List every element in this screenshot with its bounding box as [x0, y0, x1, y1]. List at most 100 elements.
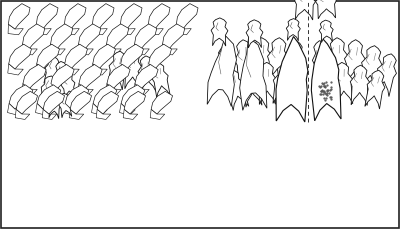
Polygon shape	[124, 51, 142, 89]
Polygon shape	[151, 91, 172, 114]
Polygon shape	[106, 84, 121, 95]
Polygon shape	[328, 38, 348, 84]
Polygon shape	[241, 65, 262, 107]
Polygon shape	[257, 62, 277, 104]
Polygon shape	[240, 38, 267, 110]
Polygon shape	[252, 38, 272, 84]
Polygon shape	[9, 44, 32, 69]
Polygon shape	[312, 41, 334, 85]
Polygon shape	[176, 4, 198, 29]
Polygon shape	[218, 46, 242, 91]
Polygon shape	[96, 109, 111, 120]
Polygon shape	[69, 109, 84, 120]
Polygon shape	[162, 44, 177, 55]
Polygon shape	[97, 91, 118, 114]
Polygon shape	[50, 84, 65, 95]
Polygon shape	[53, 81, 67, 111]
Polygon shape	[37, 44, 60, 69]
Polygon shape	[36, 64, 51, 75]
Polygon shape	[64, 24, 79, 35]
Polygon shape	[276, 37, 308, 122]
Polygon shape	[134, 44, 149, 55]
Polygon shape	[9, 85, 33, 109]
Polygon shape	[120, 103, 135, 115]
Polygon shape	[120, 4, 142, 29]
Polygon shape	[16, 91, 38, 114]
Polygon shape	[207, 36, 236, 106]
Polygon shape	[64, 103, 79, 115]
Polygon shape	[36, 4, 58, 29]
Polygon shape	[176, 24, 191, 35]
Polygon shape	[333, 63, 353, 105]
Polygon shape	[8, 103, 23, 115]
Polygon shape	[78, 84, 93, 95]
Polygon shape	[44, 57, 59, 85]
Polygon shape	[150, 109, 165, 120]
Polygon shape	[78, 44, 93, 55]
Polygon shape	[8, 64, 23, 75]
Polygon shape	[36, 24, 51, 35]
Polygon shape	[92, 103, 107, 115]
Polygon shape	[316, 0, 336, 19]
Polygon shape	[294, 0, 316, 20]
Polygon shape	[65, 85, 89, 109]
Polygon shape	[162, 24, 185, 49]
Polygon shape	[106, 24, 129, 49]
Polygon shape	[70, 91, 92, 114]
Polygon shape	[106, 44, 121, 55]
Polygon shape	[93, 85, 117, 109]
Polygon shape	[92, 24, 107, 35]
Polygon shape	[43, 91, 64, 114]
Polygon shape	[92, 4, 114, 29]
Polygon shape	[234, 40, 256, 86]
Polygon shape	[8, 4, 30, 29]
Polygon shape	[123, 109, 138, 120]
Polygon shape	[360, 46, 382, 90]
Polygon shape	[59, 93, 72, 118]
Polygon shape	[120, 64, 135, 75]
Polygon shape	[22, 84, 37, 95]
Polygon shape	[135, 65, 158, 89]
Polygon shape	[51, 65, 74, 89]
Polygon shape	[134, 84, 149, 95]
Polygon shape	[49, 92, 61, 119]
Polygon shape	[273, 64, 293, 105]
Polygon shape	[211, 18, 228, 46]
Polygon shape	[318, 65, 338, 106]
Polygon shape	[148, 4, 170, 29]
Polygon shape	[120, 24, 135, 35]
Polygon shape	[344, 40, 366, 86]
Polygon shape	[15, 109, 30, 120]
Polygon shape	[268, 38, 288, 84]
Polygon shape	[365, 70, 385, 109]
Polygon shape	[311, 38, 341, 121]
Polygon shape	[50, 24, 73, 49]
Polygon shape	[152, 63, 170, 98]
Polygon shape	[93, 44, 116, 69]
Polygon shape	[148, 24, 163, 35]
Polygon shape	[64, 4, 86, 29]
Polygon shape	[37, 85, 61, 109]
Polygon shape	[22, 44, 37, 55]
Polygon shape	[319, 20, 333, 42]
Polygon shape	[92, 64, 107, 75]
Polygon shape	[286, 19, 300, 41]
Polygon shape	[42, 109, 57, 120]
Polygon shape	[79, 65, 102, 89]
Polygon shape	[22, 24, 45, 49]
Polygon shape	[8, 24, 23, 35]
Polygon shape	[149, 44, 172, 69]
Polygon shape	[121, 44, 144, 69]
Polygon shape	[108, 51, 127, 90]
Polygon shape	[226, 70, 249, 111]
Polygon shape	[23, 65, 46, 89]
Polygon shape	[373, 54, 396, 97]
Polygon shape	[350, 65, 370, 106]
Polygon shape	[246, 20, 263, 48]
Polygon shape	[61, 72, 76, 99]
Polygon shape	[121, 85, 145, 109]
Polygon shape	[36, 103, 51, 115]
Polygon shape	[107, 65, 130, 89]
Polygon shape	[38, 76, 56, 106]
Polygon shape	[138, 56, 156, 92]
